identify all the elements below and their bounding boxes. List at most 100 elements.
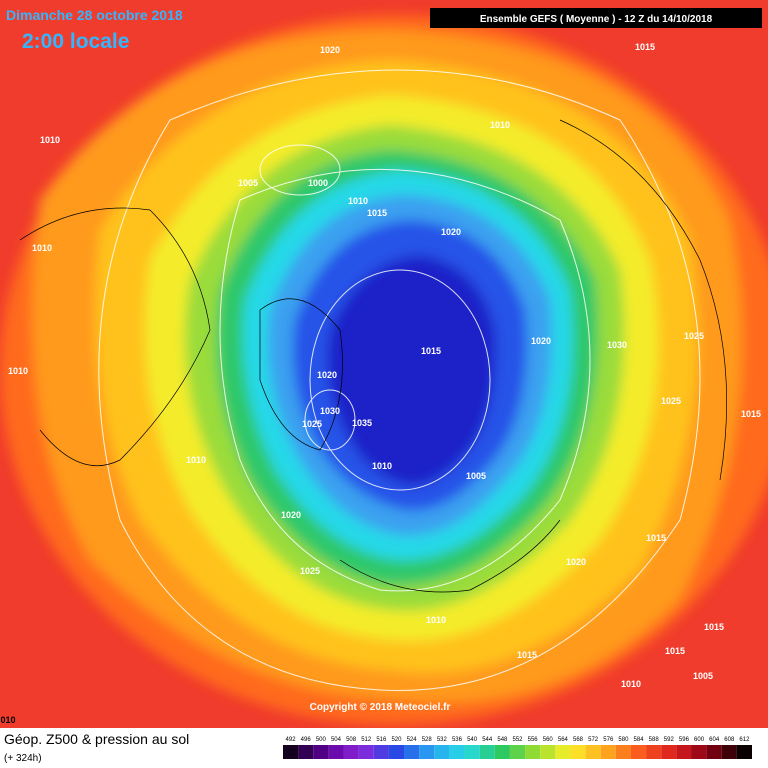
legend-label: 500	[316, 737, 327, 743]
isobar-label: 1010	[621, 679, 641, 689]
coastlines	[19, 119, 727, 593]
legend-label: 556	[528, 737, 539, 743]
legend-label: 552	[512, 737, 523, 743]
isobar-label: 1020	[281, 510, 301, 520]
legend-swatch	[570, 745, 586, 759]
legend-swatch	[721, 745, 737, 759]
legend-label: 580	[618, 737, 629, 743]
legend-swatch	[449, 745, 465, 759]
legend-label: 496	[301, 737, 312, 743]
legend-label: 520	[391, 737, 402, 743]
isobar-label: 1015	[646, 533, 666, 543]
isobar-label: 1020	[566, 557, 586, 567]
isobar-label: 1000	[308, 178, 328, 188]
isobar-label: 1015	[635, 42, 655, 52]
legend-label: 544	[482, 737, 493, 743]
isobar-label: 1010	[426, 615, 446, 625]
local-time: 2:00 locale	[22, 30, 129, 53]
legend-swatch	[509, 745, 526, 759]
legend-swatch	[479, 745, 495, 759]
isobar-label: 1025	[684, 331, 704, 341]
isobar-label: 1015	[741, 409, 761, 419]
isobar-label: 1030	[607, 340, 627, 350]
legend-swatch	[298, 745, 314, 759]
isobar-label: 1010	[186, 455, 206, 465]
legend-swatch	[373, 745, 389, 759]
isobar-label: 1005	[238, 178, 258, 188]
isobar-label: 1005	[693, 671, 713, 681]
legend-label: 548	[497, 737, 508, 743]
isobar-label: 1020	[317, 370, 337, 380]
legend-label: 568	[573, 737, 584, 743]
isobar-label: 1015	[704, 622, 724, 632]
lead-time: (+ 324h)	[4, 753, 42, 764]
legend-swatch	[615, 745, 631, 759]
isobar-label: 1010	[348, 196, 368, 206]
isobar-label: 010	[0, 715, 15, 725]
isobar-label: 1030	[320, 406, 340, 416]
legend-swatch	[676, 745, 692, 759]
legend-label: 516	[376, 737, 387, 743]
legend-swatch	[585, 745, 601, 759]
isobar-label: 1015	[421, 346, 441, 356]
isobar-label: 1015	[367, 208, 387, 218]
legend-label: 524	[407, 737, 418, 743]
isobar-label: 1010	[32, 243, 52, 253]
isobar-label: 1005	[466, 471, 486, 481]
date: Dimanche 28 octobre 2018	[6, 7, 183, 23]
legend-label: 584	[634, 737, 645, 743]
legend-label: 512	[361, 737, 372, 743]
isobar-label: 1020	[441, 227, 461, 237]
legend-label: 536	[452, 737, 463, 743]
legend-swatch	[494, 745, 510, 759]
legend-swatch	[646, 745, 662, 759]
legend-label: 508	[346, 737, 357, 743]
legend-swatch	[343, 745, 359, 759]
isobar-label: 1020	[531, 336, 551, 346]
legend-label: 572	[588, 737, 599, 743]
legend-label: 560	[543, 737, 554, 743]
isobar-label: 1025	[300, 566, 320, 576]
legend-swatch	[525, 745, 541, 759]
legend-label: 540	[467, 737, 478, 743]
legend-label: 608	[724, 737, 735, 743]
color-legend: 492 496 500 504 508 512 516 520 524 528 532 536 540 5…	[283, 737, 752, 759]
footer-title: Géop. Z500 & pression au sol	[4, 731, 189, 747]
legend-label: 596	[679, 737, 690, 743]
isobar-label: 1010	[490, 120, 510, 130]
legend-label: 504	[331, 737, 342, 743]
legend-swatch	[706, 745, 722, 759]
legend-swatch	[555, 745, 571, 759]
legend-swatch	[358, 745, 374, 759]
legend-swatch	[388, 745, 405, 759]
legend-label: 564	[558, 737, 569, 743]
legend-label: 532	[437, 737, 448, 743]
legend-swatch	[283, 745, 299, 759]
run-info: Ensemble GEFS ( Moyenne ) - 12 Z du 14/1…	[480, 14, 713, 25]
isobar-label: 1035	[352, 418, 372, 428]
isobar-label: 1010	[40, 135, 60, 145]
isobar-labels: 1020 1015 1010 1010 1005 1000 1010 1015 1020 1010…	[0, 42, 761, 725]
legend-swatch	[600, 745, 616, 759]
legend-label: 604	[709, 737, 720, 743]
legend-swatch	[691, 745, 707, 759]
legend-swatch	[736, 745, 752, 759]
legend-swatch	[419, 745, 435, 759]
legend-swatch	[434, 745, 450, 759]
isobar-label: 1025	[302, 419, 322, 429]
legend-swatch	[328, 745, 344, 759]
legend-swatch	[540, 745, 556, 759]
legend-swatch	[464, 745, 480, 759]
isobar-label: 1025	[661, 396, 681, 406]
copyright: Copyright © 2018 Meteociel.fr	[310, 702, 451, 713]
legend-label: 576	[603, 737, 614, 743]
isobar-label: 1015	[665, 646, 685, 656]
legend-label: 612	[739, 737, 750, 743]
legend-label: 492	[286, 737, 297, 743]
legend-label: 528	[422, 737, 433, 743]
geopotential-field	[0, 0, 768, 728]
legend-swatch	[313, 745, 329, 759]
legend-swatch	[630, 745, 647, 759]
isobar-label: 1010	[8, 366, 28, 376]
